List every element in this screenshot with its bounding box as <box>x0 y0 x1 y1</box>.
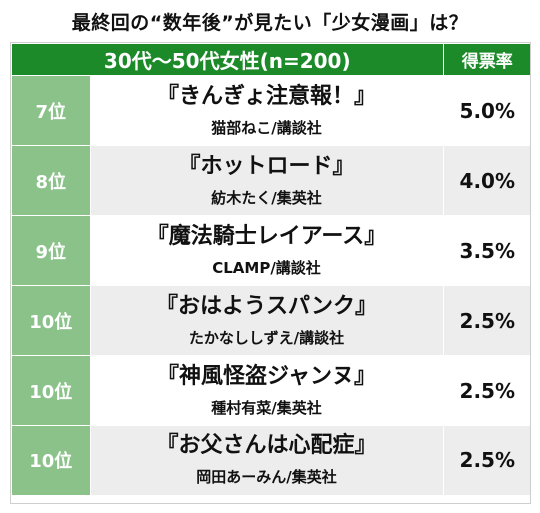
rank-cell: 9位 <box>10 215 91 286</box>
work-title: 『神風怪盗ジャンヌ』 <box>157 363 376 389</box>
work-cell: 『神風怪盗ジャンヌ』 種村有菜/集英社 <box>89 355 444 426</box>
rank-cell: 10位 <box>10 425 91 496</box>
rank-cell: 8位 <box>10 145 91 216</box>
rate-cell: 4.0% <box>442 145 533 216</box>
rate-cell: 5.0% <box>442 75 533 146</box>
author-publisher: 紡木たく/集英社 <box>211 188 322 207</box>
work-cell: 『おはようスパンク』 たかなししずえ/講談社 <box>89 285 444 356</box>
rate-header: 得票率 <box>442 42 533 76</box>
ranking-table: 30代〜50代女性(n=200) 得票率 7位 『きんぎょ注意報！』 猫部ねこ/… <box>10 42 534 497</box>
page-title: 最終回の“数年後”が見たい「少女漫画」は？ <box>71 11 469 34</box>
table-row: 9位 『魔法騎士レイアース』 CLAMP/講談社 3.5% <box>10 215 533 286</box>
table-row: 10位 『おはようスパンク』 たかなししずえ/講談社 2.5% <box>10 285 533 356</box>
table-row: 10位 『神風怪盗ジャンヌ』 種村有菜/集英社 2.5% <box>10 355 533 426</box>
author-publisher: 岡田あーみん/集英社 <box>196 468 337 487</box>
work-title: 『ホットロード』 <box>178 153 355 179</box>
work-title: 『魔法騎士レイアース』 <box>146 223 387 249</box>
table-row: 8位 『ホットロード』 紡木たく/集英社 4.0% <box>10 145 533 216</box>
group-header: 30代〜50代女性(n=200) <box>10 42 444 76</box>
rank-cell: 10位 <box>10 285 91 356</box>
rank-cell: 10位 <box>10 355 91 426</box>
work-title: 『きんぎょ注意報！』 <box>157 83 376 109</box>
author-publisher: 種村有菜/集英社 <box>211 398 322 417</box>
table-row: 7位 『きんぎょ注意報！』 猫部ねこ/講談社 5.0% <box>10 75 533 146</box>
author-publisher: CLAMP/講談社 <box>212 258 321 277</box>
table-row: 10位 『お父さんは心配症』 岡田あーみん/集英社 2.5% <box>10 425 533 496</box>
work-title: 『お父さんは心配症』 <box>156 433 377 459</box>
work-cell: 『きんぎょ注意報！』 猫部ねこ/講談社 <box>89 75 444 146</box>
table-header-row: 30代〜50代女性(n=200) 得票率 <box>10 42 533 76</box>
work-title: 『おはようスパンク』 <box>155 293 378 319</box>
work-cell: 『ホットロード』 紡木たく/集英社 <box>89 145 444 216</box>
rate-cell: 3.5% <box>442 215 533 286</box>
work-cell: 『魔法騎士レイアース』 CLAMP/講談社 <box>89 215 444 286</box>
rate-cell: 2.5% <box>442 285 533 356</box>
author-publisher: 猫部ねこ/講談社 <box>211 118 322 137</box>
rate-cell: 2.5% <box>442 355 533 426</box>
work-cell: 『お父さんは心配症』 岡田あーみん/集英社 <box>89 425 444 496</box>
rank-cell: 7位 <box>10 75 91 146</box>
author-publisher: たかなししずえ/講談社 <box>188 328 345 347</box>
rate-cell: 2.5% <box>442 425 533 496</box>
